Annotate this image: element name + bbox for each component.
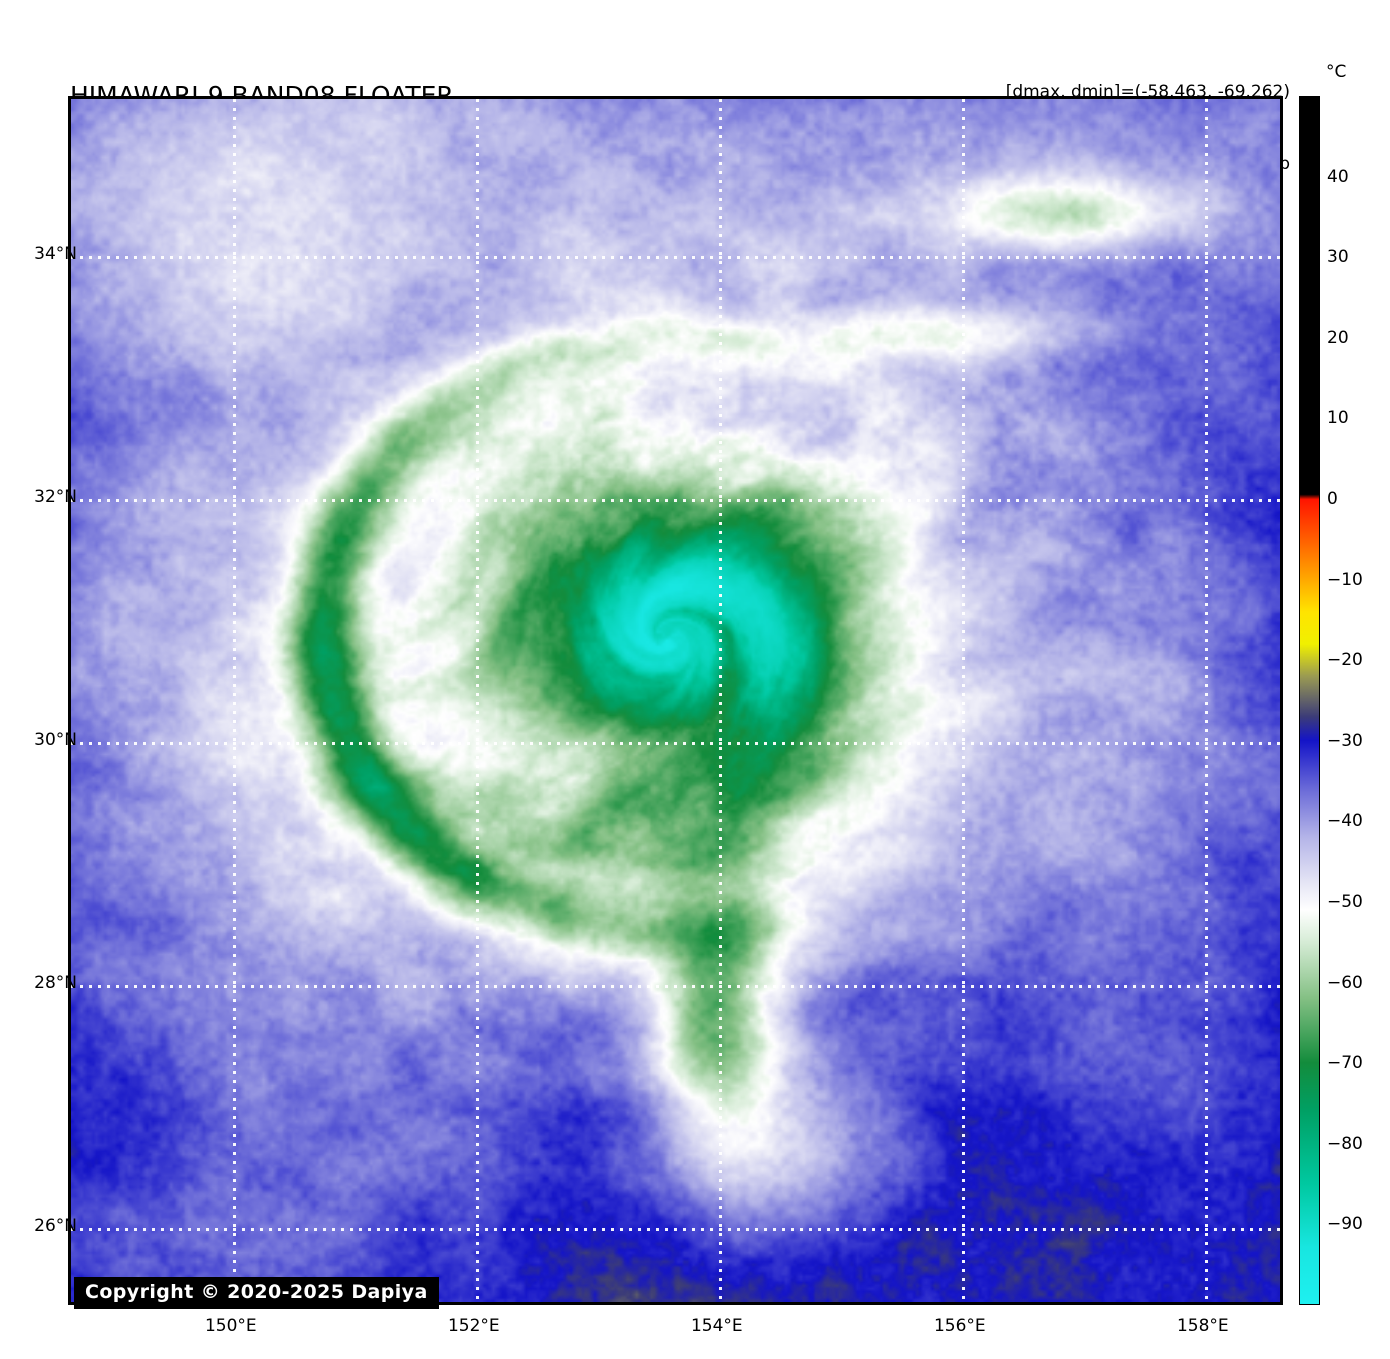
longitude-tick-label: 150°E (204, 1316, 257, 1336)
colorbar-tick-label: −50 (1327, 892, 1363, 912)
colorbar-tick-label: −60 (1327, 972, 1363, 993)
longitude-tick-label: 152°E (447, 1316, 500, 1336)
latitude-tick-label: 34°N (34, 243, 77, 264)
colorbar-tick-label: −30 (1327, 730, 1363, 751)
satellite-imagery-canvas (71, 99, 1280, 1302)
page-title: HIMAWARI-9 BAND08 FLOATER (70, 80, 454, 111)
colorbar-tick-label: −80 (1327, 1133, 1363, 1154)
copyright-banner: Copyright © 2020-2025 Dapiya (74, 1277, 439, 1309)
latitude-tick-label: 28°N (34, 973, 77, 993)
colorbar-tick-label: 10 (1327, 408, 1349, 429)
colorbar-units-label: °C (1326, 62, 1347, 82)
colorbar-tick-label: −10 (1327, 569, 1363, 590)
colorbar-tick-label: 30 (1327, 247, 1349, 268)
colorbar-tick-label: −40 (1327, 811, 1363, 832)
colorbar-tick-label: −20 (1327, 650, 1363, 671)
colorbar-tick-label: 20 (1327, 327, 1349, 348)
longitude-tick-label: 156°E (933, 1316, 986, 1336)
latitude-tick-label: 32°N (34, 486, 77, 507)
colorbar-tick-label: 0 (1327, 489, 1338, 509)
colorbar-tick-label: 40 (1327, 166, 1349, 187)
longitude-tick-label: 158°E (1176, 1316, 1229, 1336)
longitude-tick-label: 154°E (690, 1316, 743, 1336)
latitude-tick-label: 26°N (34, 1216, 77, 1237)
colorbar-tick-label: −90 (1327, 1214, 1363, 1235)
colorbar-gradient (1300, 97, 1319, 1304)
latitude-tick-label: 30°N (34, 729, 77, 750)
temperature-colorbar[interactable] (1299, 96, 1320, 1305)
satellite-image-panel[interactable] (68, 96, 1283, 1305)
colorbar-tick-label: −70 (1327, 1053, 1363, 1074)
